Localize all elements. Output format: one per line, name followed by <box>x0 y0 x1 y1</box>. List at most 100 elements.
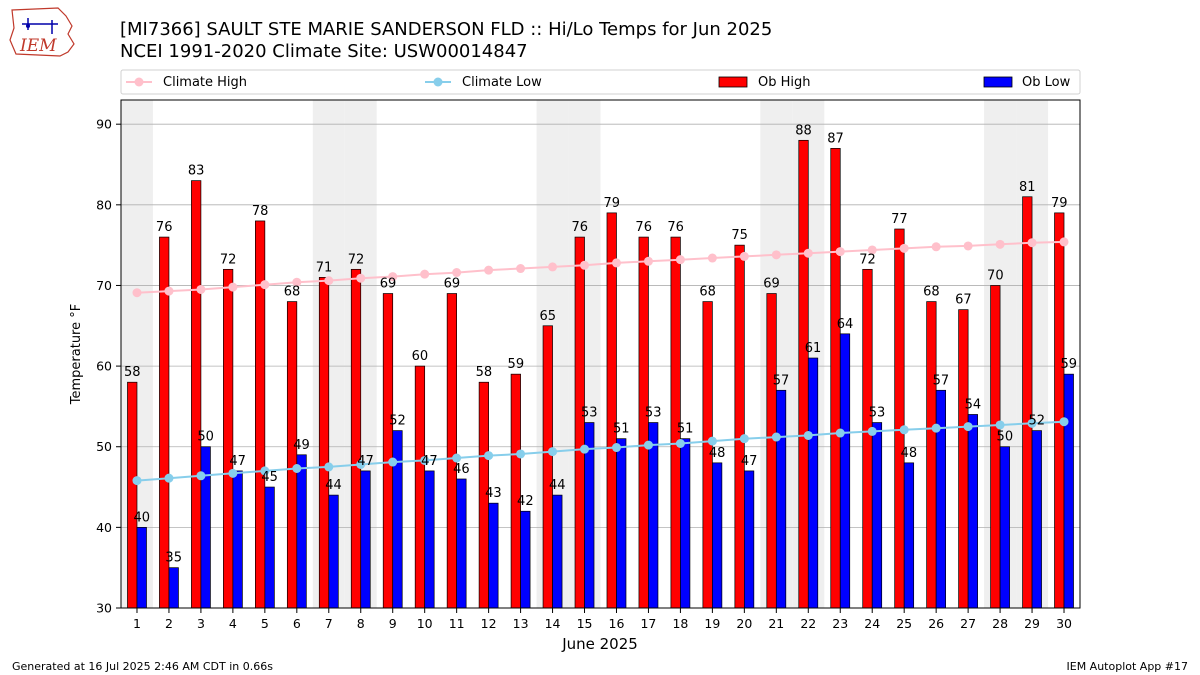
ob-high-bar-7 <box>318 277 330 609</box>
climate-low-point-14 <box>548 447 558 457</box>
ob-low-bar-9 <box>392 430 403 609</box>
climate-low-point-1 <box>132 476 142 486</box>
climate-high-point-5 <box>260 280 270 290</box>
ob-low-label-16: 51 <box>613 422 630 437</box>
ob-high-bar-10 <box>414 365 426 609</box>
ob-high-label-4: 72 <box>220 252 237 267</box>
legend-label-ob-low: Ob Low <box>1022 75 1071 90</box>
climate-high-point-25 <box>899 243 909 253</box>
ob-low-bar-21 <box>775 389 787 609</box>
ob-low-bar-24 <box>871 422 883 609</box>
ob-high-label-3: 83 <box>188 164 205 179</box>
plot-frame <box>120 99 1081 609</box>
ob-high-bar-15 <box>574 236 585 609</box>
ob-low-label-1: 40 <box>133 510 150 525</box>
ob-low-label-11: 46 <box>453 462 470 477</box>
ob-high-bar-6 <box>286 301 298 609</box>
climate-high-point-10 <box>420 269 430 279</box>
ob-high-label-30: 79 <box>1051 196 1068 211</box>
x-tick-label-27: 27 <box>960 616 976 631</box>
y-axis-label: Temperature °F <box>69 304 84 405</box>
ob-high-bar-30 <box>1054 212 1065 609</box>
climate-high-point-21 <box>771 250 781 260</box>
climate-low-point-17 <box>643 440 653 450</box>
ob-low-bar-11 <box>456 478 467 609</box>
ob-low-bar-10 <box>424 470 435 609</box>
ob-low-bar-25 <box>903 462 915 609</box>
legend-label-climate-high: Climate High <box>163 75 247 90</box>
climate-low-point-6 <box>292 464 302 474</box>
legend-label-ob-high: Ob High <box>758 75 811 90</box>
legend-item-climate-low: Climate Low <box>425 75 542 90</box>
x-tick-label-7: 7 <box>325 616 333 631</box>
climate-high-point-17 <box>643 256 653 266</box>
x-tick-label-16: 16 <box>609 616 625 631</box>
ob-high-label-1: 58 <box>124 365 141 380</box>
iem-logo: IEM <box>9 7 75 57</box>
ob-high-label-22: 88 <box>795 123 812 138</box>
climate-low-point-19 <box>707 436 717 446</box>
climate-low-point-22 <box>803 430 813 440</box>
legend-item-ob-low: Ob Low <box>983 75 1071 90</box>
climate-low-point-12 <box>484 451 494 461</box>
ob-high-bar-14 <box>542 325 553 609</box>
ob-low-label-18: 51 <box>677 422 694 437</box>
x-tick-label-26: 26 <box>928 616 944 631</box>
ob-high-bar-20 <box>734 244 745 609</box>
ob-low-bar-2 <box>168 567 179 609</box>
climate-high-point-20 <box>739 251 749 261</box>
ob-low-bar-22 <box>807 357 819 609</box>
y-tick-label-60: 60 <box>96 359 112 374</box>
climate-high-point-13 <box>516 264 526 274</box>
ob-high-bar-1 <box>127 381 138 609</box>
x-tick-label-25: 25 <box>896 616 912 631</box>
ob-low-label-13: 42 <box>517 494 534 509</box>
ob-high-label-23: 87 <box>827 131 844 146</box>
x-tick-label-8: 8 <box>357 616 365 631</box>
ob-high-bar-5 <box>255 220 266 609</box>
climate-high-point-24 <box>867 245 877 255</box>
ob-high-label-15: 76 <box>571 220 588 235</box>
ob-low-label-19: 48 <box>709 446 726 461</box>
y-tick-label-80: 80 <box>96 197 112 212</box>
ob-low-label-27: 54 <box>965 397 982 412</box>
ob-high-bar-25 <box>894 228 905 609</box>
climate-high-point-15 <box>580 260 590 270</box>
ob-high-label-26: 68 <box>923 285 940 300</box>
ob-high-label-24: 72 <box>859 252 876 267</box>
ob-high-label-11: 69 <box>444 277 461 292</box>
ob-high-label-6: 68 <box>284 285 301 300</box>
ob-high-bar-29 <box>1022 196 1033 609</box>
ob-high-label-14: 65 <box>540 309 557 324</box>
ob-high-bar-27 <box>958 309 969 609</box>
ob-low-bar-19 <box>712 462 723 609</box>
x-tick-label-18: 18 <box>672 616 688 631</box>
ob-low-label-26: 57 <box>933 373 950 388</box>
climate-low-point-29 <box>1027 418 1037 428</box>
x-tick-label-24: 24 <box>864 616 880 631</box>
x-tick-label-21: 21 <box>768 616 784 631</box>
ob-high-label-12: 58 <box>476 365 493 380</box>
x-axis-label: June 2025 <box>561 635 638 653</box>
x-tick-label-22: 22 <box>800 616 816 631</box>
x-tick-label-11: 11 <box>449 616 465 631</box>
generated-timestamp: Generated at 16 Jul 2025 2:46 AM CDT in … <box>12 660 273 673</box>
ob-high-label-27: 67 <box>955 293 972 308</box>
climate-high-point-29 <box>1027 238 1037 248</box>
y-tick-label-30: 30 <box>96 601 112 616</box>
x-tick-label-2: 2 <box>165 616 173 631</box>
ob-high-label-17: 76 <box>635 220 652 235</box>
x-tick-label-1: 1 <box>133 616 141 631</box>
ob-low-bar-1 <box>136 527 147 609</box>
ob-low-label-6: 49 <box>293 438 310 453</box>
ob-high-bar-22 <box>798 139 809 609</box>
x-tick-label-17: 17 <box>640 616 656 631</box>
ob-low-bar-28 <box>999 446 1010 609</box>
climate-high-point-4 <box>228 282 238 292</box>
ob-low-bar-17 <box>648 422 659 609</box>
ob-low-bar-27 <box>967 414 978 609</box>
climate-low-point-15 <box>580 444 590 454</box>
climate-high-point-1 <box>132 288 142 298</box>
y-tick-label-90: 90 <box>96 117 112 132</box>
y-tick-label-50: 50 <box>96 439 112 454</box>
